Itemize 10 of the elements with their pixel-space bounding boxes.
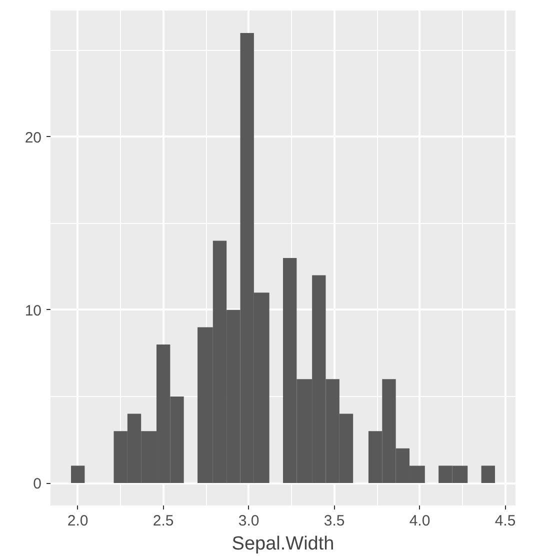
y-tick-label: 0	[33, 476, 42, 492]
x-tick-label: 3.0	[238, 512, 260, 530]
x-tick-label: 4.0	[409, 512, 430, 530]
x-tick-label: 2.0	[67, 512, 88, 530]
x-tick-label: 3.5	[324, 512, 345, 530]
x-tick-label: 2.5	[152, 512, 174, 530]
y-tick-label: 20	[24, 129, 42, 146]
x-axis-title: Sepal.Width	[232, 534, 334, 554]
x-tick-label: 4.5	[494, 512, 516, 530]
y-tick-label: 10	[24, 302, 42, 320]
